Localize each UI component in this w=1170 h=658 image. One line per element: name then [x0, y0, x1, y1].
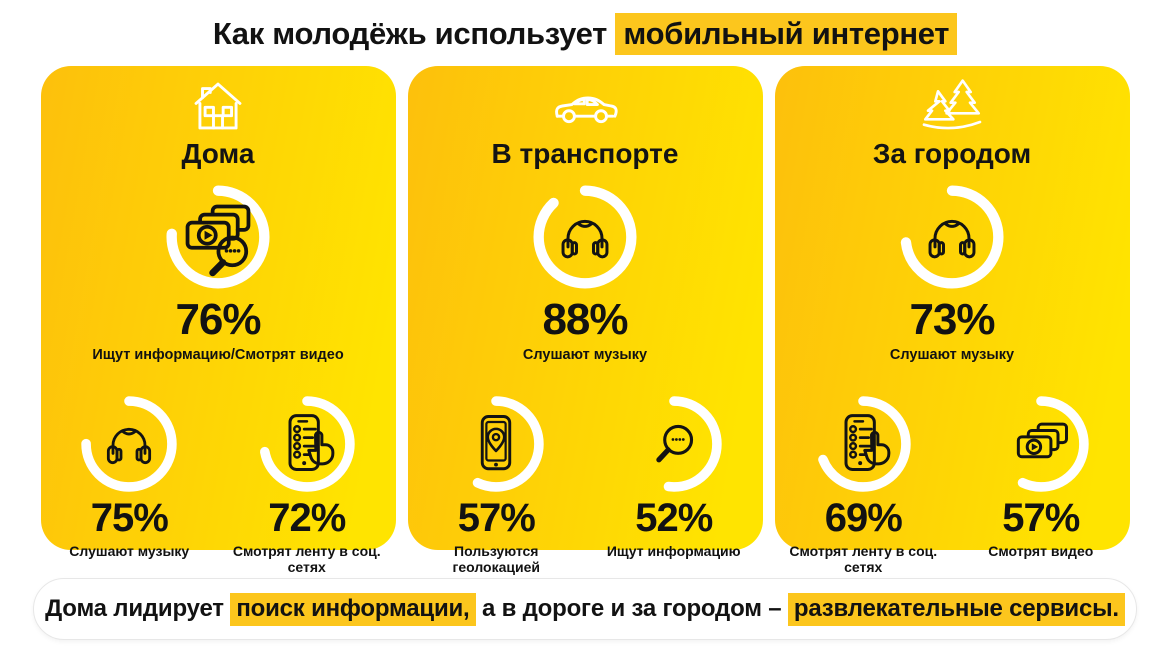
video-cards-icon [991, 394, 1091, 494]
stat-label: Смотрят ленту в соц. сетях [232, 543, 381, 575]
stat-geolocation: 57% Пользуются геолокацией [408, 381, 586, 575]
stat-label: Пользуются геолокацией [452, 543, 540, 575]
card-home-title: Дома [181, 138, 255, 169]
stat-label: Слушают музыку [522, 347, 648, 363]
footer-text-1: Дома лидирует [45, 595, 224, 622]
progress-ring-main [164, 183, 272, 291]
ring-arc [533, 185, 637, 289]
progress-ring [813, 394, 913, 494]
headphones-icon [79, 394, 179, 494]
progress-ring [624, 394, 724, 494]
search-icon [624, 394, 724, 494]
card-home: Дома 76% Ищут информацию/Смотрят видео [40, 66, 396, 575]
footer-text-2: а в дороге и за городом – [482, 595, 782, 622]
trees-icon [775, 76, 1130, 136]
stat-label: Смотрят видео [988, 543, 1094, 559]
progress-ring [991, 394, 1091, 494]
stats-row: 75% Слушают музыку 72% Смотрят ленту в с… [41, 381, 396, 575]
progress-ring [79, 394, 179, 494]
stat-label: Ищут информацию/Смотрят видео [92, 347, 344, 363]
card-countryside: За городом 73% Слушают музыку [774, 66, 1130, 575]
phone-feed-icon [257, 394, 357, 494]
ring-arc [626, 396, 722, 492]
phone-geolocation-icon [446, 394, 546, 494]
car-icon [408, 76, 763, 136]
progress-ring-main [898, 183, 1006, 291]
stat-search-info: 52% Ищут информацию [585, 381, 763, 575]
ring-arc [993, 396, 1089, 492]
cards-row: Дома 76% Ищут информацию/Смотрят видео [0, 66, 1170, 575]
stat-value: 88% [542, 295, 628, 344]
video-search-icon [164, 183, 272, 291]
stat-music: 75% Слушают музыку [41, 381, 219, 575]
stat-value: 76% [175, 295, 261, 344]
card-transport-title: В транспорте [491, 138, 679, 169]
stat-value: 73% [909, 295, 995, 344]
ring-arc [166, 185, 270, 289]
title-highlight: мобильный интернет [615, 13, 958, 55]
progress-ring-main [531, 183, 639, 291]
phone-feed-icon [813, 394, 913, 494]
card-transport: В транспорте 88% Слушают музыку [407, 66, 763, 575]
page-title: Как молодёжь использует мобильный интерн… [0, 0, 1170, 55]
ring-arc [81, 396, 177, 492]
stats-row: 57% Пользуются геолокацией 52% Ищут инфо… [408, 381, 763, 575]
stat-value: 57% [1002, 496, 1080, 540]
stat-value: 72% [268, 496, 346, 540]
stat-watch-video: 57% Смотрят видео [952, 381, 1130, 575]
card-countryside-title: За городом [872, 138, 1032, 169]
stat-social-feed: 72% Смотрят ленту в соц. сетях [218, 381, 396, 575]
stat-value: 69% [824, 496, 903, 540]
headphones-icon [898, 183, 1006, 291]
stats-row: 69% Смотрят ленту в соц. сетях 57% Смотр… [775, 381, 1130, 575]
ring-arc [448, 396, 544, 492]
footer-highlight-1: поиск информации, [230, 592, 476, 626]
stat-label: Ищут информацию [606, 543, 741, 559]
progress-ring [257, 394, 357, 494]
ring-arc [815, 396, 911, 492]
stat-value: 57% [457, 496, 536, 540]
ring-arc [259, 396, 355, 492]
stat-label: Смотрят ленту в соц. сетях [789, 543, 938, 575]
ring-arc [900, 185, 1004, 289]
progress-ring [446, 394, 546, 494]
stat-label: Слушают музыку [889, 347, 1015, 363]
title-text: Как молодёжь использует [212, 16, 608, 51]
stat-social-feed: 69% Смотрят ленту в соц. сетях [775, 381, 953, 575]
footer-highlight-2: развлекательные сервисы. [787, 592, 1125, 626]
stat-value: 52% [635, 496, 713, 540]
stat-value: 75% [90, 496, 169, 540]
stat-label: Слушают музыку [69, 543, 190, 559]
headphones-icon [531, 183, 639, 291]
conclusion-banner: Дома лидирует поиск информации, а в доро… [33, 578, 1137, 640]
house-icon [41, 76, 396, 136]
